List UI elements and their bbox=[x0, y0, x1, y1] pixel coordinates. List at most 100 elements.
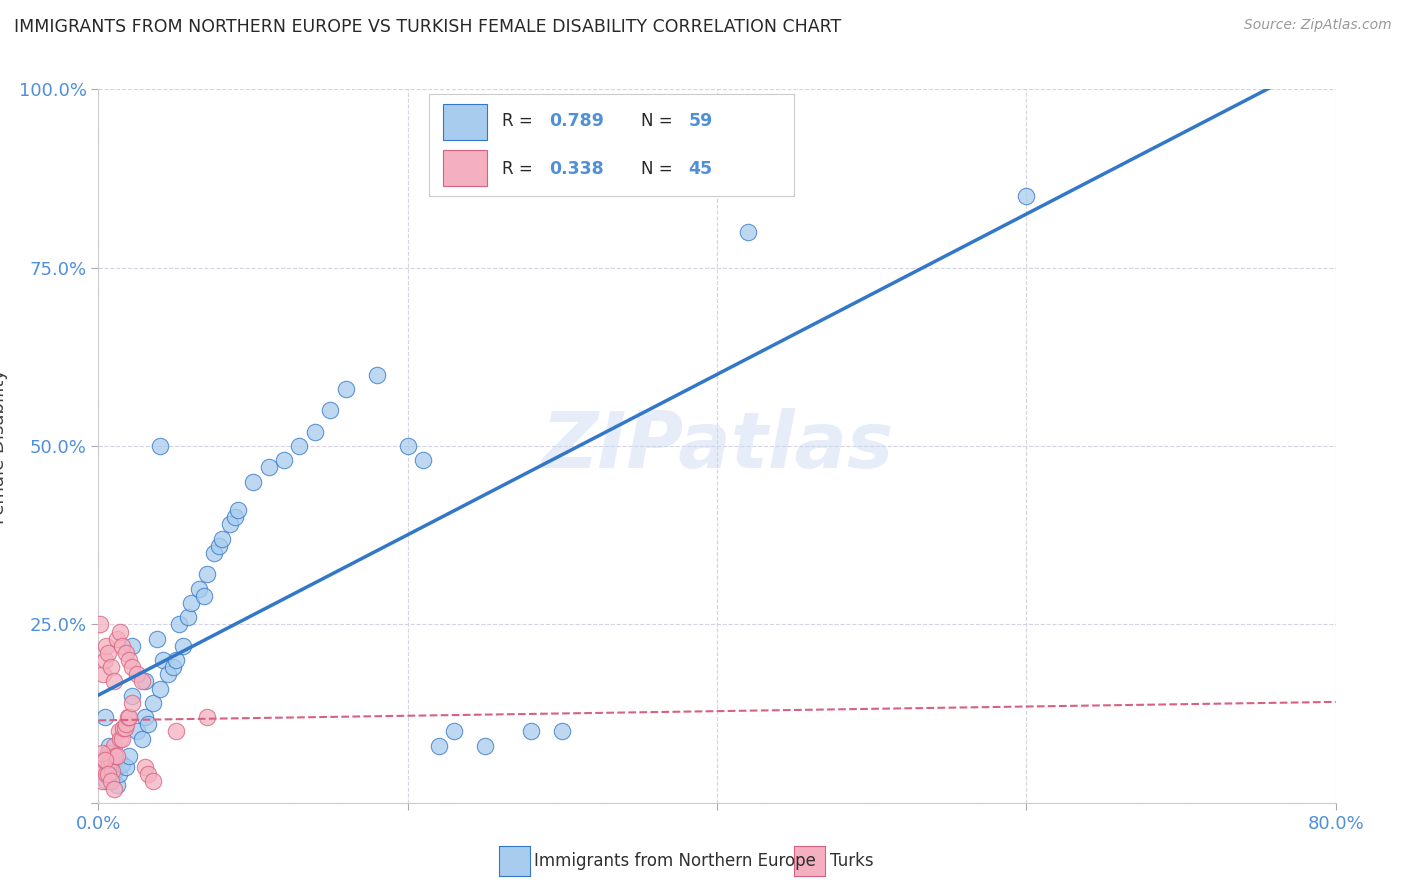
Y-axis label: Female Disability: Female Disability bbox=[0, 368, 7, 524]
Point bbox=[97, 767, 120, 781]
Point bbox=[100, 774, 122, 789]
Point bbox=[127, 724, 149, 739]
Point bbox=[115, 646, 138, 660]
Text: R =: R = bbox=[502, 112, 538, 130]
Point bbox=[257, 460, 280, 475]
Point bbox=[157, 667, 180, 681]
Point bbox=[98, 756, 121, 771]
Point bbox=[127, 667, 149, 681]
Text: Source: ZipAtlas.com: Source: ZipAtlas.com bbox=[1244, 18, 1392, 32]
Point bbox=[111, 731, 132, 746]
Point bbox=[90, 774, 112, 789]
FancyBboxPatch shape bbox=[443, 104, 488, 140]
Point bbox=[108, 624, 131, 639]
Point bbox=[103, 739, 125, 753]
Point bbox=[121, 660, 143, 674]
Point bbox=[443, 724, 465, 739]
Point bbox=[319, 403, 342, 417]
Point bbox=[134, 760, 156, 774]
Point bbox=[427, 739, 450, 753]
Point bbox=[141, 696, 165, 710]
Point bbox=[551, 724, 574, 739]
Point bbox=[96, 774, 118, 789]
Point bbox=[195, 567, 218, 582]
Point bbox=[1015, 189, 1038, 203]
Point bbox=[93, 753, 115, 767]
Point bbox=[141, 774, 165, 789]
Point bbox=[396, 439, 419, 453]
Point bbox=[165, 724, 187, 739]
Text: ZIPatlas: ZIPatlas bbox=[541, 408, 893, 484]
Point bbox=[136, 767, 159, 781]
Point bbox=[193, 589, 215, 603]
Point bbox=[105, 778, 128, 792]
Point bbox=[172, 639, 194, 653]
Point bbox=[115, 717, 138, 731]
Point bbox=[118, 653, 141, 667]
Point bbox=[105, 749, 128, 764]
Point bbox=[412, 453, 434, 467]
Text: Immigrants from Northern Europe: Immigrants from Northern Europe bbox=[534, 852, 815, 870]
Point bbox=[118, 749, 141, 764]
Point bbox=[134, 674, 156, 689]
Point bbox=[103, 760, 125, 774]
Point bbox=[146, 632, 169, 646]
Point bbox=[204, 546, 226, 560]
Point bbox=[111, 639, 132, 653]
Point bbox=[100, 660, 122, 674]
Point bbox=[180, 596, 202, 610]
Point bbox=[149, 439, 172, 453]
Point bbox=[104, 749, 127, 764]
Point bbox=[96, 767, 118, 781]
Point bbox=[96, 639, 118, 653]
Point bbox=[89, 617, 111, 632]
Point bbox=[97, 746, 120, 760]
Point bbox=[188, 582, 211, 596]
Point bbox=[167, 617, 190, 632]
Point bbox=[149, 681, 172, 696]
Text: Turks: Turks bbox=[830, 852, 873, 870]
Point bbox=[105, 632, 128, 646]
Point bbox=[93, 753, 115, 767]
Point bbox=[177, 610, 200, 624]
Point bbox=[224, 510, 246, 524]
Point bbox=[93, 710, 115, 724]
Point bbox=[103, 781, 125, 796]
Point bbox=[737, 225, 759, 239]
Text: 59: 59 bbox=[689, 112, 713, 130]
Point bbox=[104, 764, 127, 778]
FancyBboxPatch shape bbox=[443, 150, 488, 186]
Point bbox=[111, 756, 132, 771]
Point bbox=[101, 764, 124, 778]
Point bbox=[219, 517, 242, 532]
Point bbox=[121, 689, 143, 703]
Point bbox=[165, 653, 187, 667]
Point bbox=[93, 653, 115, 667]
Point bbox=[273, 453, 295, 467]
Point bbox=[288, 439, 311, 453]
Point bbox=[226, 503, 249, 517]
Point bbox=[98, 739, 121, 753]
Point bbox=[195, 710, 218, 724]
Point bbox=[211, 532, 233, 546]
Point bbox=[134, 710, 156, 724]
Point bbox=[97, 646, 120, 660]
Point bbox=[100, 753, 122, 767]
Point bbox=[131, 731, 153, 746]
Point bbox=[114, 721, 136, 735]
Point bbox=[91, 667, 114, 681]
Point bbox=[131, 674, 153, 689]
Point bbox=[91, 760, 114, 774]
Text: 45: 45 bbox=[689, 160, 713, 178]
Text: N =: N = bbox=[641, 112, 678, 130]
Point bbox=[208, 539, 231, 553]
Point bbox=[152, 653, 174, 667]
Point bbox=[107, 767, 129, 781]
Point bbox=[474, 739, 496, 753]
Point bbox=[107, 724, 129, 739]
Point bbox=[304, 425, 326, 439]
Text: IMMIGRANTS FROM NORTHERN EUROPE VS TURKISH FEMALE DISABILITY CORRELATION CHART: IMMIGRANTS FROM NORTHERN EUROPE VS TURKI… bbox=[14, 18, 841, 36]
Point bbox=[520, 724, 543, 739]
Point bbox=[90, 746, 112, 760]
Point bbox=[121, 639, 143, 653]
